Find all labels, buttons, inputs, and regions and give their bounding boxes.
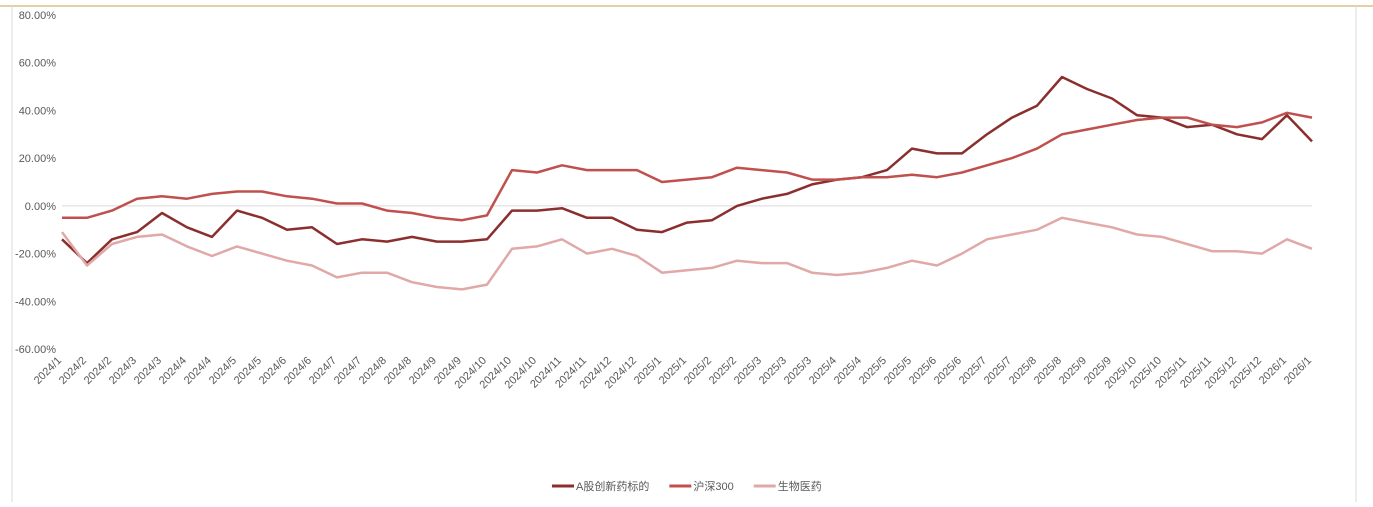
- y-tick-label: -40.00%: [15, 296, 56, 308]
- legend-label: A股创新药标的: [576, 479, 649, 493]
- series-line: [61, 75, 1313, 265]
- legend-label: 沪深300: [693, 479, 733, 493]
- x-tick-label: 2026/1: [1282, 355, 1314, 387]
- y-tick-label: -20.00%: [15, 249, 56, 261]
- y-tick-label: 60.00%: [19, 58, 57, 70]
- y-tick-label: -60.00%: [15, 344, 56, 356]
- series-line: [60, 216, 1313, 291]
- series-line: [62, 111, 1313, 222]
- y-tick-label: 80.00%: [19, 10, 57, 22]
- y-tick-label: 20.00%: [19, 153, 57, 165]
- y-tick-label: 40.00%: [19, 105, 57, 117]
- y-tick-label: 0.00%: [25, 201, 56, 213]
- legend-label: 生物医药: [778, 479, 822, 493]
